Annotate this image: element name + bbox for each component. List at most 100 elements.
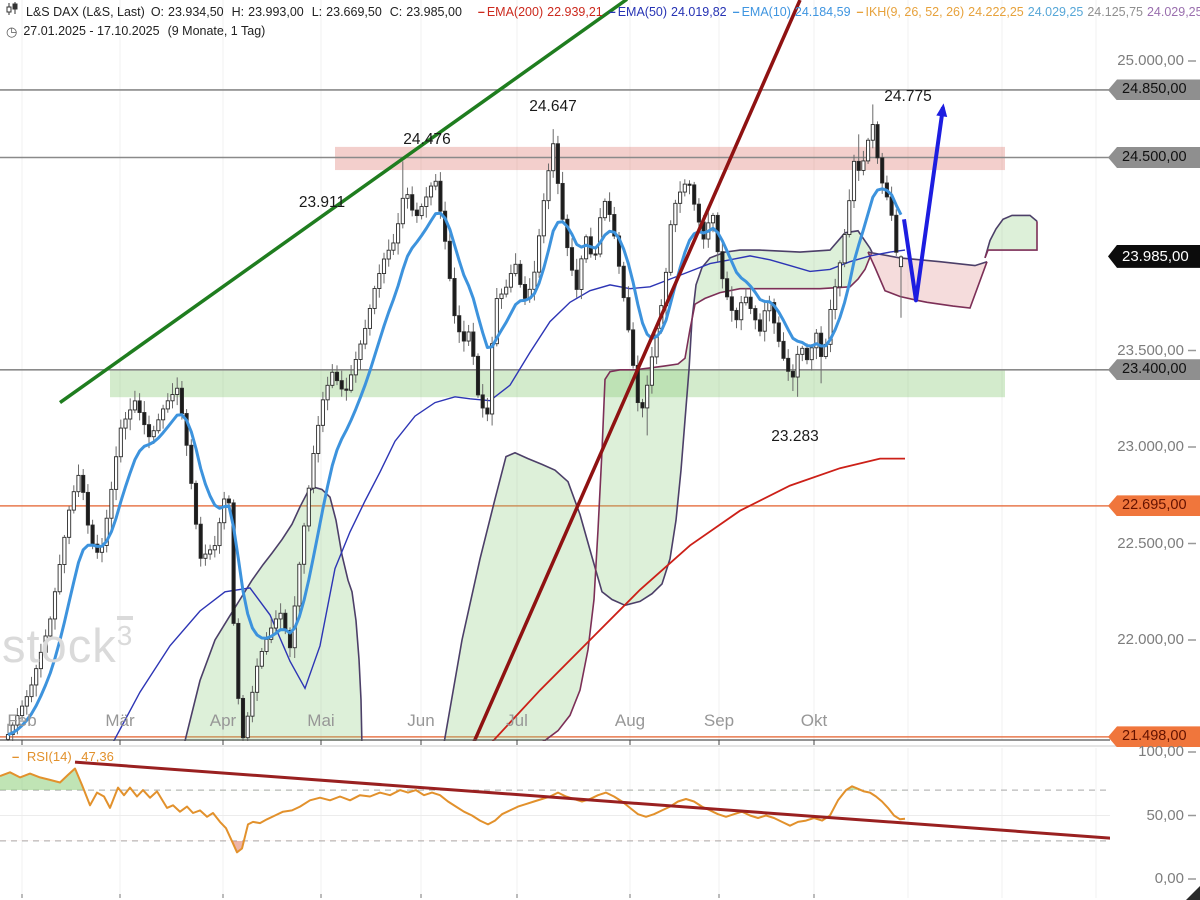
- candle-body: [184, 413, 189, 446]
- candle-body: [330, 371, 335, 386]
- indicator-name[interactable]: EMA(50): [617, 4, 668, 19]
- candle-body: [283, 612, 288, 631]
- month-label-mai: Mai: [307, 711, 335, 730]
- price-badge[interactable]: 24.850,00: [1108, 79, 1200, 101]
- candle-body: [400, 197, 405, 225]
- rsi-legend-label: RSI(14): [26, 749, 72, 764]
- candle-body: [870, 124, 875, 141]
- candle-body: [555, 143, 560, 184]
- price-axis-label: 22.500,00: [1117, 534, 1184, 552]
- candle-body: [433, 180, 438, 187]
- candle-body: [419, 206, 424, 217]
- candle-body: [414, 209, 419, 217]
- rsi-legend-marker: –: [12, 749, 20, 764]
- rsi-trendline[interactable]: [74, 760, 1200, 845]
- candle-body: [320, 399, 325, 426]
- price-axis-label: 25.000,00: [1117, 52, 1184, 69]
- candle-body: [405, 194, 410, 199]
- price-badge-last[interactable]: 23.985,00: [1108, 244, 1200, 268]
- candle-body: [804, 347, 810, 361]
- instrument-title[interactable]: L&S DAX (L&S, Last): [26, 4, 145, 19]
- indicator-name[interactable]: IKH(9, 26, 52, 26): [865, 4, 965, 19]
- arrow-head: [936, 103, 948, 117]
- candle-body: [710, 214, 716, 224]
- indicator-marker: –: [608, 4, 616, 19]
- candle-body: [217, 522, 222, 547]
- candle-body: [447, 240, 452, 279]
- candle-body: [255, 665, 260, 693]
- candle-body: [311, 453, 316, 489]
- month-label-apr: Apr: [209, 711, 237, 730]
- candle-body: [645, 384, 650, 409]
- candle-body: [245, 715, 250, 739]
- candle-body: [687, 183, 692, 186]
- candle-body: [537, 235, 542, 273]
- candle-body: [123, 418, 128, 429]
- forecast-arrow[interactable]: [902, 107, 945, 303]
- candle-body: [424, 196, 429, 207]
- candle-body: [847, 200, 852, 235]
- candle-body: [287, 630, 293, 649]
- date-range-row: ◷ 27.01.2025 - 17.10.2025 (9 Monate, 1 T…: [6, 22, 1196, 41]
- price-badge[interactable]: 23.400,00: [1108, 359, 1200, 381]
- candle-body: [410, 194, 415, 211]
- candle-body: [334, 371, 340, 382]
- senkou-a-line: [984, 214, 1038, 259]
- main-panel[interactable]: [0, 0, 1110, 750]
- candle-body: [264, 638, 269, 652]
- candle-body: [795, 353, 800, 378]
- candle-body: [118, 427, 123, 458]
- price-annotation[interactable]: 24.775: [884, 88, 932, 105]
- candle-body: [452, 278, 457, 317]
- rsi-panel[interactable]: [0, 748, 1200, 898]
- indicator-name[interactable]: EMA(200): [486, 4, 544, 19]
- candle-body: [875, 124, 880, 159]
- price-annotation[interactable]: 23.911: [298, 194, 346, 211]
- candle-body: [748, 296, 753, 309]
- steep-trendline[interactable]: [472, 0, 802, 744]
- rsi-legend[interactable]: – RSI(14) 47,36: [12, 749, 114, 764]
- candle-body: [34, 668, 39, 686]
- candle-body: [494, 298, 499, 345]
- resize-handle[interactable]: [1186, 886, 1200, 900]
- candle-body: [43, 635, 48, 653]
- candle-body: [386, 249, 391, 260]
- candle-body: [466, 331, 471, 342]
- candle-body: [273, 618, 278, 629]
- support-zone[interactable]: [110, 369, 1005, 398]
- candle-body: [250, 691, 255, 717]
- candle-body: [504, 286, 509, 295]
- candle-body: [71, 491, 76, 511]
- indicator-name[interactable]: EMA(10): [741, 4, 791, 19]
- candle-body: [132, 400, 137, 411]
- ascending-trendline[interactable]: [58, 0, 629, 405]
- candle-body: [20, 705, 25, 717]
- candles: [5, 104, 904, 741]
- candle-body: [62, 536, 67, 565]
- ohlc-label: C:: [389, 4, 403, 19]
- rsi-oversold-fill: [231, 840, 244, 853]
- price-annotation[interactable]: 24.647: [529, 98, 577, 115]
- ema10-line: [7, 187, 903, 737]
- candle-body: [720, 251, 725, 280]
- candle-body: [612, 214, 617, 237]
- resistance-zone[interactable]: [335, 146, 1005, 171]
- candle-body: [485, 407, 490, 415]
- price-badge[interactable]: 24.500,00: [1108, 147, 1200, 168]
- candle-body: [363, 327, 368, 345]
- price-badge[interactable]: 22.695,00: [1108, 495, 1200, 517]
- candle-body: [377, 273, 382, 289]
- ichimoku-cloud: [444, 230, 872, 741]
- candle-body: [800, 347, 805, 355]
- candle-body: [344, 388, 349, 391]
- ohlc-value: 23.669,50: [326, 4, 382, 19]
- price-badge[interactable]: 21.498,00: [1108, 726, 1200, 748]
- rsi-axis-label: 0,00: [1154, 870, 1184, 887]
- price-annotation[interactable]: 24.476: [403, 131, 451, 148]
- price-axis-label: 23.000,00: [1117, 438, 1184, 455]
- candle-body: [10, 724, 15, 736]
- price-annotation[interactable]: 23.283: [771, 428, 819, 445]
- candle-body: [161, 408, 166, 421]
